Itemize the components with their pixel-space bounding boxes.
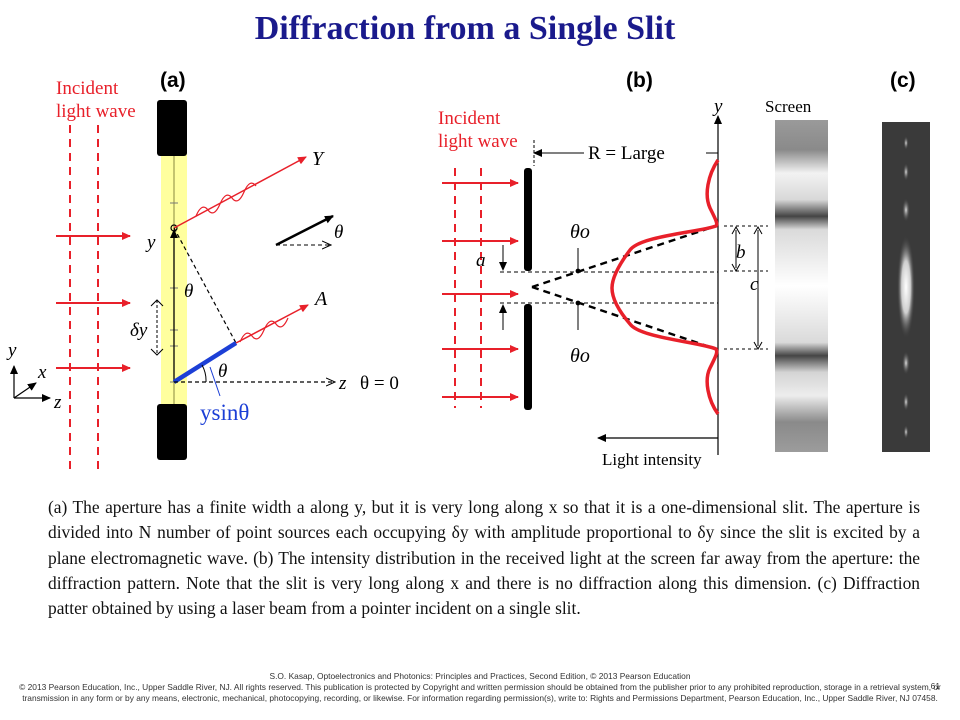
- c-dim-head-top: [753, 225, 763, 235]
- panel-c: (c): [882, 69, 930, 452]
- coord-z-label: z: [53, 392, 62, 413]
- theta-direction-arrow: [275, 214, 334, 247]
- R-label: R = Large: [588, 143, 665, 164]
- ysin-label: ysinθ: [200, 400, 249, 425]
- coord-x-axis: [13, 382, 37, 399]
- theta-zero-label: θ = 0: [360, 373, 399, 394]
- panel-a-label: (a): [160, 69, 186, 92]
- panel-a: (a) Incident light wave y δy: [6, 69, 399, 470]
- credit-block: S.O. Kasap, Optoelectronics and Photonic…: [0, 671, 960, 704]
- laser-side-max-2d: [903, 393, 909, 411]
- wave-A: [239, 317, 289, 343]
- incident-label-a-line1: Incident: [56, 78, 119, 99]
- slit-top-block: [157, 100, 187, 156]
- theta-label-indicator: θ: [334, 222, 343, 243]
- theta-point-upper: [575, 268, 581, 274]
- dy-label: δy: [130, 320, 148, 341]
- panel-c-label: (c): [890, 69, 916, 92]
- ysin-leader: [209, 366, 221, 397]
- z-label-a: z: [338, 373, 347, 394]
- credit-line-2: © 2013 Pearson Education, Inc., Upper Sa…: [19, 682, 941, 703]
- incident-label-b-line1: Incident: [438, 108, 501, 129]
- panel-b-label: (b): [626, 69, 653, 92]
- dy-bracket-tick-bottom: [150, 348, 164, 356]
- page-number: 61: [930, 681, 940, 691]
- theta-o-lower: θo: [570, 345, 590, 367]
- c-dim-head-bottom: [753, 341, 763, 351]
- b-dim-head-bottom: [731, 263, 741, 273]
- ysin-segment: [172, 341, 238, 384]
- figure-caption: (a) The aperture has a finite width a al…: [48, 495, 920, 621]
- theta-label-mid: θ: [184, 281, 193, 302]
- intensity-axis-label: Light intensity: [602, 450, 702, 469]
- ray-A-label: A: [313, 288, 328, 310]
- laser-side-max-1u: [902, 198, 910, 222]
- slit-barrier-bottom: [524, 304, 532, 410]
- coord-y-label: y: [6, 340, 17, 361]
- screen-y-label: y: [712, 96, 723, 117]
- laser-side-max-1d: [902, 351, 910, 375]
- theta-o-upper: θo: [570, 221, 590, 243]
- ray-Y-label: Y: [312, 148, 325, 170]
- screen-pattern: [775, 120, 828, 452]
- source-point-top: [170, 224, 178, 232]
- b-dim-label: b: [736, 242, 746, 263]
- theta-arc: [201, 364, 207, 383]
- laser-side-max-3u: [903, 136, 909, 150]
- laser-central-max: [897, 235, 915, 339]
- incident-label-a-line2: light wave: [56, 101, 136, 122]
- c-dim-label: c: [750, 274, 759, 295]
- screen-label: Screen: [765, 97, 812, 116]
- theta-point-lower: [575, 300, 581, 306]
- incident-label-b-line2: light wave: [438, 131, 518, 152]
- wave-Y: [195, 182, 257, 217]
- slit-barrier-top: [524, 168, 532, 271]
- b-dim-head-top: [731, 225, 741, 235]
- panel-b: (b) Incident light wave a R = Large θo: [438, 69, 828, 469]
- perpendicular-dashed: [173, 227, 237, 344]
- coord-x-label: x: [37, 362, 47, 383]
- dy-bracket-tick-top: [150, 299, 164, 307]
- theta-label-low: θ: [218, 361, 227, 382]
- credit-line-1: S.O. Kasap, Optoelectronics and Photonic…: [269, 671, 691, 681]
- slit-bottom-block: [157, 404, 187, 460]
- caption-text: (a) The aperture has a finite width a al…: [48, 497, 920, 619]
- laser-side-max-2u: [903, 163, 909, 181]
- laser-side-max-3d: [903, 425, 909, 439]
- slit-width-label: a: [476, 250, 486, 271]
- page-title: Diffraction from a Single Slit: [254, 10, 676, 47]
- ray-Y: [173, 156, 307, 229]
- R-label-bg: [584, 138, 706, 164]
- y-label-a: y: [145, 232, 156, 253]
- ray-A: [235, 304, 309, 344]
- intensity-curve: [610, 159, 720, 416]
